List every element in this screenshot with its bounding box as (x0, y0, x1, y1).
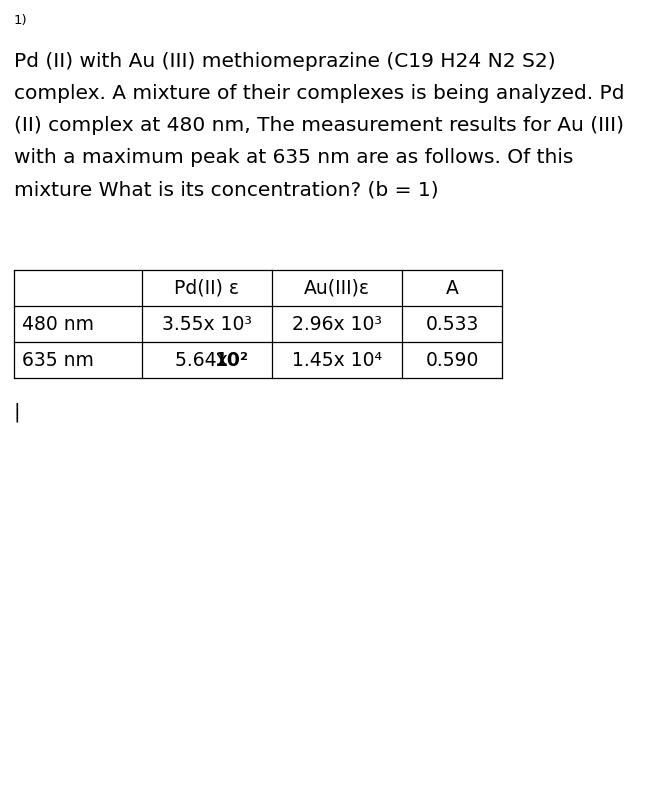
Text: 480 nm: 480 nm (22, 314, 94, 334)
Text: 3.55x 10³: 3.55x 10³ (162, 314, 252, 334)
Text: Au(III)ε: Au(III)ε (304, 278, 370, 298)
Text: complex. A mixture of their complexes is being analyzed. Pd: complex. A mixture of their complexes is… (14, 84, 624, 103)
Text: 0.590: 0.590 (425, 350, 478, 370)
Text: A: A (446, 278, 459, 298)
Text: Pd (II) with Au (III) methiomeprazine (C19 H24 N2 S2): Pd (II) with Au (III) methiomeprazine (C… (14, 52, 556, 71)
Text: 1): 1) (14, 14, 28, 27)
Text: Pd(II) ε: Pd(II) ε (174, 278, 240, 298)
Text: 0.533: 0.533 (425, 314, 478, 334)
Text: (II) complex at 480 nm, The measurement results for Au (III): (II) complex at 480 nm, The measurement … (14, 116, 624, 135)
Text: with a maximum peak at 635 nm are as follows. Of this: with a maximum peak at 635 nm are as fol… (14, 148, 574, 167)
Text: 2.96x 10³: 2.96x 10³ (292, 314, 382, 334)
Text: mixture What is its concentration? (b = 1): mixture What is its concentration? (b = … (14, 180, 439, 199)
Text: 1.45x 10⁴: 1.45x 10⁴ (292, 350, 382, 370)
Text: 635 nm: 635 nm (22, 350, 94, 370)
Text: 5.64x: 5.64x (175, 350, 234, 370)
Text: 10²: 10² (215, 350, 249, 370)
Text: |: | (14, 402, 20, 422)
